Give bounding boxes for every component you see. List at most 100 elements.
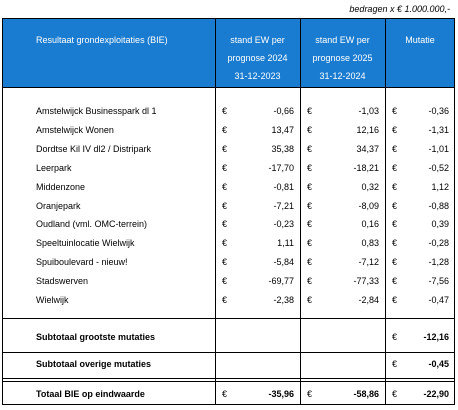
value: -0,23 [273,219,294,230]
currency: € [222,124,228,135]
currency: € [307,106,313,116]
value: -0,52 [428,162,449,173]
currency: € [392,200,398,211]
currency: € [222,257,228,268]
currency: € [392,359,398,369]
row-name: Amstelwijck Businesspark dl 1 [36,106,157,116]
header-text: 31-12-2024 [319,71,366,81]
header-text: prognose 2024 [227,53,288,63]
value: -0,36 [428,106,449,116]
value: -8,09 [358,200,379,211]
row-name: Speeltuinlocatie Wielwijk [36,238,135,249]
currency: € [307,238,313,249]
currency: € [392,162,398,173]
value: -0,81 [273,181,294,192]
total-value: -22,90 [423,389,449,399]
currency: € [222,162,228,173]
col-divider [215,18,216,405]
value: -18,21 [353,162,379,173]
subtotal-name: Subtotaal grootste mutaties [36,332,156,342]
row-name: Spuiboulevard - nieuw! [36,257,128,268]
currency: € [392,295,398,305]
value: -17,70 [268,162,294,173]
header-text: stand EW per [315,35,370,45]
value: 35,38 [271,143,294,154]
currency: € [392,181,398,192]
row-name: Dordtse Kil IV dl2 / Distripark [36,143,152,154]
currency: € [392,238,398,249]
total-name: Totaal BIE op eindwaarde [36,389,145,399]
subtotal-value: -12,16 [423,332,449,342]
value: -7,21 [273,200,294,211]
currency: € [307,162,313,173]
row-name: Middenzone [36,181,86,192]
value: -77,33 [353,276,379,287]
currency: € [307,295,313,305]
value: 34,37 [356,143,379,154]
col-divider [300,18,301,405]
value: 12,16 [356,124,379,135]
currency: € [307,143,313,154]
value: -7,12 [358,257,379,268]
currency: € [307,257,313,268]
currency: € [392,106,398,116]
currency: € [222,389,228,399]
currency: € [307,181,313,192]
value: -2,38 [273,295,294,305]
value: -69,77 [268,276,294,287]
currency: € [392,332,398,342]
subtotal-value: -0,45 [428,359,449,369]
value: -0,47 [428,295,449,305]
currency: € [392,389,398,399]
value: -7,56 [428,276,449,287]
value: 1,12 [431,181,449,192]
value: 0,32 [361,181,379,192]
currency: € [392,219,398,230]
total-value: -58,86 [353,389,379,399]
currency: € [222,143,228,154]
note: bedragen x € 1.000.000,- [349,4,450,14]
value: -0,66 [273,106,294,116]
header-text: stand EW per [230,35,285,45]
row-name: Stadswerven [36,276,89,287]
value: 1,11 [277,238,294,249]
currency: € [392,257,398,268]
value: -1,03 [358,106,379,116]
row-line [2,352,455,353]
currency: € [307,219,313,230]
currency: € [222,276,228,287]
value: 0,39 [431,219,449,230]
row-name: Oudland (vml. OMC-terrein) [36,219,148,230]
currency: € [222,181,228,192]
value: 0,83 [361,238,379,249]
currency: € [222,238,228,249]
header-label: Resultaat grondexploitaties (BIE) [36,35,168,45]
row-name: Amstelwijck Wonen [36,124,114,135]
value: -0,88 [428,200,449,211]
col-divider [385,18,386,405]
row-name: Oranjepark [36,200,81,211]
value: -1,01 [428,143,449,154]
header-text: Mutatie [405,35,435,45]
row-line [2,318,455,319]
value: -1,31 [428,124,449,135]
currency: € [307,276,313,287]
currency: € [392,143,398,154]
subtotal-name: Subtotaal overige mutaties [36,359,152,369]
header-text: prognose 2025 [312,53,373,63]
value: 13,47 [271,124,294,135]
table-frame [2,18,455,405]
currency: € [222,295,228,305]
total-value: -35,96 [268,389,294,399]
value: 0,16 [361,219,379,230]
double-line [2,381,455,382]
currency: € [307,200,313,211]
currency: € [307,389,313,399]
value: -1,28 [428,257,449,268]
currency: € [222,106,228,116]
currency: € [307,124,313,135]
currency: € [222,200,228,211]
value: -5,84 [273,257,294,268]
row-name: Wielwijk [36,295,69,305]
